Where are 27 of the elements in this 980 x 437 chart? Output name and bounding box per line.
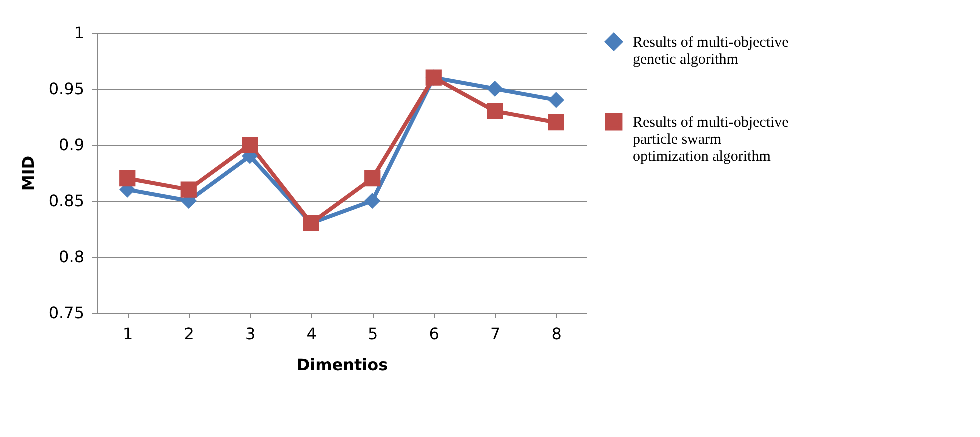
x-tick-label: 2 — [184, 324, 194, 344]
y-axis-title: MID — [18, 156, 38, 192]
point — [364, 170, 381, 187]
y-tick-label: 0.95 — [48, 80, 84, 98]
legend-label: Results of multi-objective particle swarm optimization algorithm — [633, 115, 790, 165]
y-tick-label: 1 — [74, 24, 84, 42]
point — [180, 182, 197, 198]
point — [364, 192, 381, 210]
point — [548, 114, 564, 131]
point — [242, 136, 258, 154]
x-tick-label: 7 — [490, 324, 501, 344]
y-tick-label: 0.85 — [48, 192, 84, 210]
point — [487, 103, 504, 120]
y-tick-label: 0.75 — [48, 304, 84, 322]
x-tick-label: 5 — [368, 324, 378, 344]
point — [487, 80, 504, 98]
x-tick-label: 8 — [552, 324, 562, 344]
legend-label: Results of multi-objective genetic algorithm — [633, 35, 790, 68]
point — [120, 170, 136, 187]
x-tick-label: 4 — [306, 324, 317, 344]
y-tick-label: 0.9 — [59, 136, 84, 154]
point — [548, 92, 564, 108]
x-tick-label: 6 — [429, 324, 440, 344]
x-axis-title: Dimentios — [296, 356, 388, 374]
x-tick-label: 1 — [123, 324, 134, 344]
y-tick-label: 0.8 — [59, 248, 84, 266]
x-tick-label: 3 — [246, 324, 256, 344]
